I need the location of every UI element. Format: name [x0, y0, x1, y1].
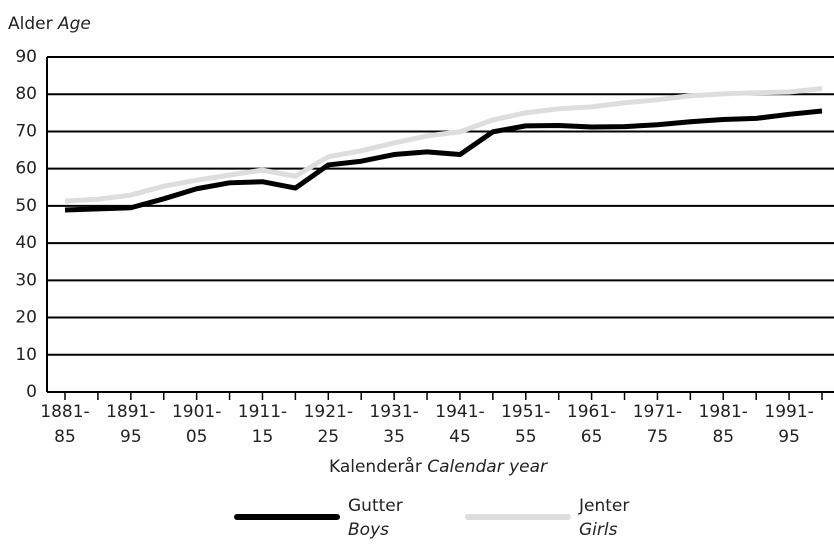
x-tick-label-line: 55 — [515, 427, 537, 447]
x-tick-label-line: 05 — [186, 427, 208, 447]
y-tick-label: 10 — [15, 345, 37, 365]
y-tick-label: 40 — [15, 233, 37, 253]
x-tick-label: 1951- 55 — [501, 402, 550, 447]
legend-label-translation: Boys — [348, 520, 389, 540]
x-tick-label-line: 1941- — [435, 402, 484, 422]
x-tick-label: 1891- 95 — [106, 402, 155, 447]
x-tick-label: 1941- 45 — [435, 402, 484, 447]
x-axis-title-main: Kalenderår — [329, 456, 422, 477]
series-line — [64, 108, 823, 213]
x-tick-label-line: 75 — [647, 427, 669, 447]
x-tick-label-line: 65 — [581, 427, 603, 447]
x-tick-label-line: 1991- — [764, 402, 813, 422]
legend-label-translation: Girls — [579, 520, 618, 540]
x-tick-label-line: 1901- — [172, 402, 221, 422]
x-tick-label-line: 1931- — [369, 402, 418, 422]
x-tick-label: 1901- 05 — [172, 402, 221, 447]
x-tick-label-line: 95 — [120, 427, 142, 447]
y-axis-title: Alder Age — [8, 14, 91, 34]
y-tick-label: 30 — [15, 270, 37, 290]
x-tick-label: 1911- 15 — [238, 402, 287, 447]
x-tick-label-line: 85 — [712, 427, 734, 447]
x-tick-label-line: 1911- — [238, 402, 287, 422]
x-tick-label-line: 1971- — [633, 402, 682, 422]
y-tick-label: 20 — [15, 308, 37, 328]
y-tick-label: 90 — [15, 47, 37, 67]
x-tick-label-line: 1921- — [304, 402, 353, 422]
y-axis-title-translation: Age — [57, 14, 91, 34]
x-tick-label-line: 35 — [383, 427, 405, 447]
y-tick-label: 70 — [15, 121, 37, 141]
legend-label: Jenter — [578, 496, 629, 516]
x-tick-label-line: 15 — [252, 427, 274, 447]
x-tick-label-line: 85 — [54, 427, 76, 447]
x-tick-label-line: 1881- — [40, 402, 89, 422]
y-tick-label: 0 — [26, 382, 37, 402]
x-axis-title-translation: Calendar year — [427, 457, 548, 477]
x-tick-label-line: 45 — [449, 427, 471, 447]
y-tick-label: 80 — [15, 84, 37, 104]
x-tick-label-line: 1891- — [106, 402, 155, 422]
x-tick-label: 1931- 35 — [369, 402, 418, 447]
x-tick-label: 1971- 75 — [633, 402, 682, 447]
x-tick-label-line: 1951- — [501, 402, 550, 422]
x-tick-label-line: 95 — [778, 427, 800, 447]
x-tick-label: 1981- 85 — [699, 402, 748, 447]
x-axis-title: Kalenderår Calendar year — [329, 456, 548, 477]
x-tick-label: 1961- 65 — [567, 402, 616, 447]
x-tick-label: 1991- 95 — [764, 402, 813, 447]
y-tick-label: 60 — [15, 159, 37, 179]
x-tick-label: 1921- 25 — [304, 402, 353, 447]
x-tick-label: 1881- 85 — [40, 402, 89, 447]
x-tick-label-line: 25 — [317, 427, 339, 447]
legend-label: Gutter — [348, 496, 403, 516]
y-axis-title-main: Alder — [8, 14, 53, 34]
x-tick-label-line: 1961- — [567, 402, 616, 422]
x-tick-label-line: 1981- — [699, 402, 748, 422]
y-tick-label: 50 — [15, 196, 37, 216]
series-line — [64, 86, 823, 204]
